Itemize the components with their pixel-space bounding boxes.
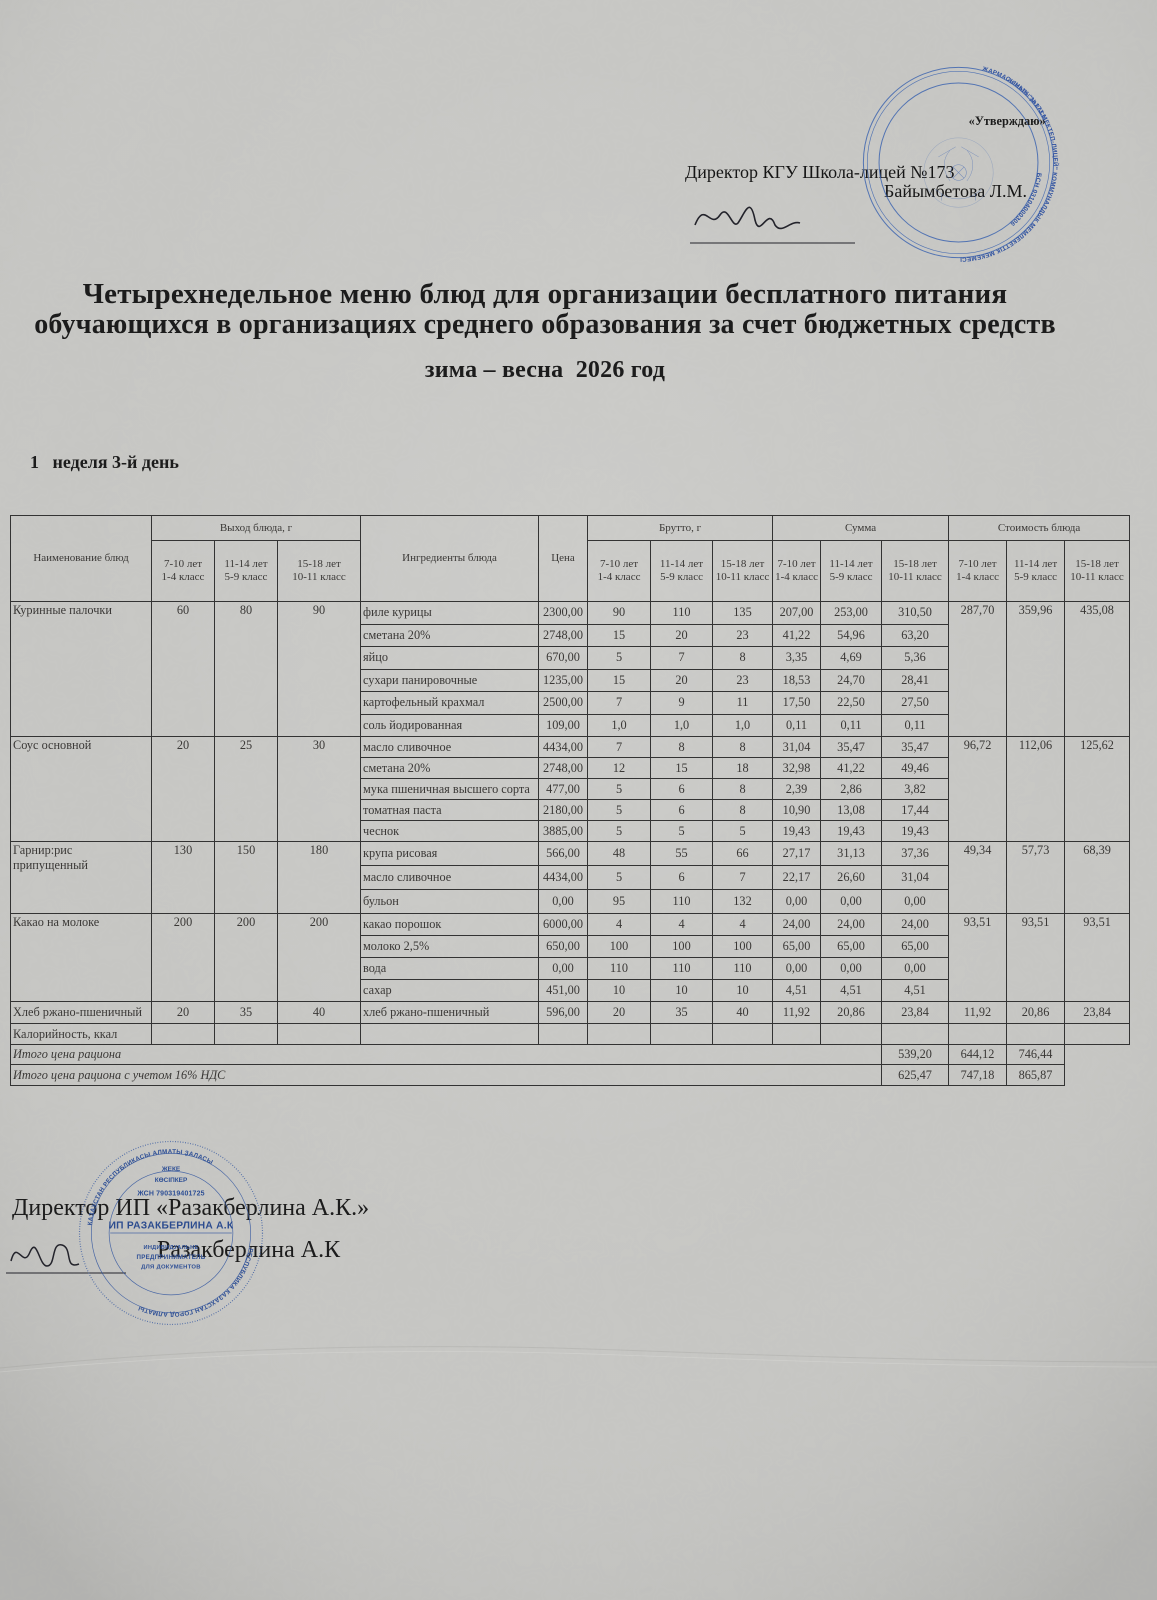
- svg-text:КАЗАХСТАН РЕСПУБЛИКАСЫ АЛМАТЫ: КАЗАХСТАН РЕСПУБЛИКАСЫ АЛМАТЫ ҘАЛАСЫ: [87, 1148, 214, 1225]
- svg-text:«Утверждаю»: «Утверждаю»: [968, 114, 1045, 128]
- svg-text:КӨСІПКЕР: КӨСІПКЕР: [155, 1177, 188, 1184]
- svg-text:ИНДИВИДУАЛЬНЕ: ИНДИВИДУАЛЬНЕ: [144, 1245, 199, 1251]
- svg-text:ИП РАЗАКБЕРЛИНА А.К: ИП РАЗАКБЕРЛИНА А.К: [109, 1221, 234, 1232]
- svg-text:ЖСН 790319401725: ЖСН 790319401725: [136, 1190, 204, 1197]
- svg-text:ПРЕДПРИНИМАТЕЛЬ: ПРЕДПРИНИМАТЕЛЬ: [137, 1254, 206, 1261]
- svg-text:ДЛЯ ДОКУМЕНТОВ: ДЛЯ ДОКУМЕНТОВ: [141, 1265, 201, 1271]
- svg-text:ЖЕКЕ: ЖЕКЕ: [161, 1166, 181, 1173]
- svg-text:ЖАРМАСЫНЫН "№173 МЕКТЕП-ЛИЦЕЙ": ЖАРМАСЫНЫН "№173 МЕКТЕП-ЛИЦЕЙ" КОММУНАЛД…: [959, 65, 1059, 262]
